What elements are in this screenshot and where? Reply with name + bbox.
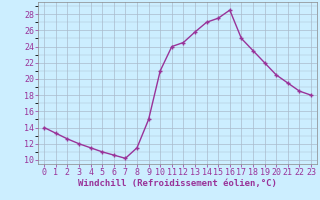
X-axis label: Windchill (Refroidissement éolien,°C): Windchill (Refroidissement éolien,°C) bbox=[78, 179, 277, 188]
